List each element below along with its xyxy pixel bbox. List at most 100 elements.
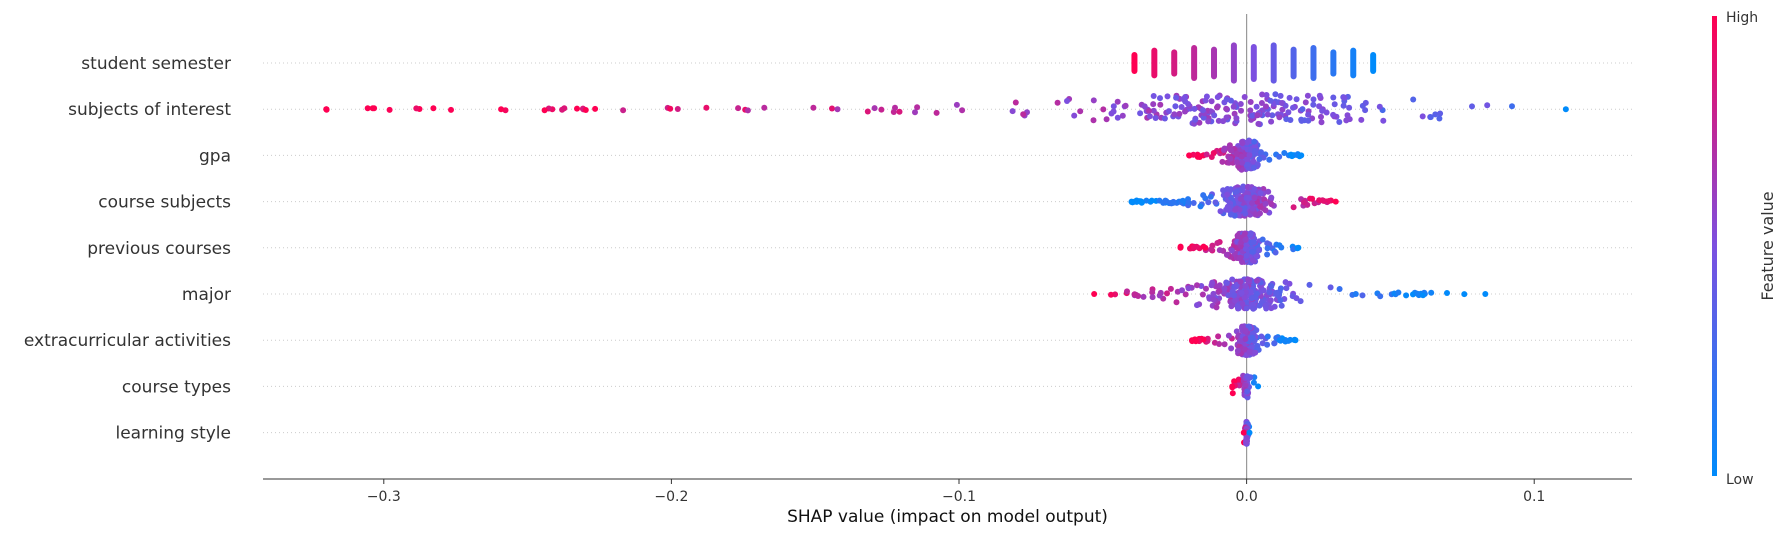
shap-point [1276,153,1283,160]
shap-point [1205,199,1212,206]
shap-point [1267,97,1274,104]
shap-point-extreme [1128,198,1135,205]
shap-point [1150,93,1157,99]
shap-point [1249,334,1256,341]
shap-point [1163,198,1170,205]
shap-point [1310,101,1317,108]
shap-point-extreme [1246,429,1253,436]
shap-point [834,106,841,113]
shap-point [1370,52,1377,74]
shap-point [1202,97,1209,104]
shap-point [1277,285,1284,292]
shap-point [1277,92,1284,99]
shap-point [1254,277,1260,284]
shap-point [1359,292,1366,299]
shap-point [1236,337,1243,344]
colorbar-title: Feature value [1758,191,1777,300]
shap-point [1258,100,1265,106]
shap-point [1281,150,1288,156]
shap-point [1254,112,1261,119]
shap-point [1307,195,1313,202]
shap-point [1235,376,1242,383]
shap-point [1242,327,1249,334]
shap-point [1157,101,1164,108]
shap-point [371,105,378,112]
shap-point-extreme [1255,383,1262,390]
shap-point [1211,112,1218,119]
shap-point [559,106,566,113]
shap-point [1167,285,1174,292]
x-axis: SHAP value (impact on model output) −0.3… [263,478,1632,527]
shap-point [1250,305,1257,312]
shap-point [1251,194,1258,201]
shap-point [1237,278,1244,285]
shap-point [1122,102,1129,109]
shap-point [1234,159,1240,166]
shap-point [1299,106,1306,113]
shap-point [1242,336,1249,342]
shap-point [1164,93,1171,100]
shap-point [1208,246,1215,253]
shap-point [1176,110,1183,117]
shap-point [1230,42,1237,84]
shap-point [1137,110,1144,117]
shap-point [1350,47,1357,79]
shap-point [1282,279,1289,286]
shap-point [1444,290,1450,296]
shap-point [1164,290,1170,297]
shap-point [1152,115,1159,121]
shap-point [1282,338,1289,345]
shap-point [1148,197,1155,204]
shap-point [1269,112,1276,119]
shap-point [1252,148,1258,154]
shap-point [1251,186,1258,193]
shap-point [959,107,966,114]
shap-point [1252,349,1259,356]
shap-point [761,104,768,111]
shap-point [1228,247,1235,254]
shap-point [1071,112,1078,119]
shap-point [1290,46,1297,80]
shap-point [1179,197,1186,204]
shap-point [1196,119,1203,126]
shap-point-extreme [1240,429,1247,436]
shap-point [953,101,960,108]
shap-point [1064,98,1070,104]
shap-point [1252,211,1259,218]
shap-point [1208,98,1215,105]
shap-point [1246,152,1253,159]
shap-point [1268,118,1275,125]
shap-point [1250,164,1257,171]
shap-point [1165,108,1172,115]
shap-point [1090,117,1097,124]
shap-point [1327,284,1334,291]
shap-point [574,105,580,112]
shap-point [1236,206,1243,213]
shap-point [1248,295,1255,301]
shap-point [1264,245,1271,252]
shap-point [1223,96,1230,103]
shap-point [1171,49,1178,77]
shap-point [1432,111,1439,118]
shap-point [1239,300,1246,307]
shap-point [1217,208,1224,215]
shap-point [1250,44,1257,82]
shap-point [1221,285,1228,292]
shap-point [1216,282,1223,289]
shap-point [1182,108,1188,115]
shap-point [1131,52,1138,74]
shap-point [1257,190,1264,197]
shap-point [1336,119,1343,125]
shap-point-extreme [1295,244,1302,251]
shap-point [1221,145,1228,152]
shap-point [1247,230,1254,237]
shap-point [1242,346,1249,353]
shap-point [912,109,918,116]
shap-point [1436,115,1443,122]
shap-point [1244,161,1251,168]
shap-point [1210,150,1217,156]
shap-point [1262,302,1269,309]
shap-point [1302,99,1309,106]
shap-point [1223,105,1230,112]
shap-point [1419,113,1426,120]
